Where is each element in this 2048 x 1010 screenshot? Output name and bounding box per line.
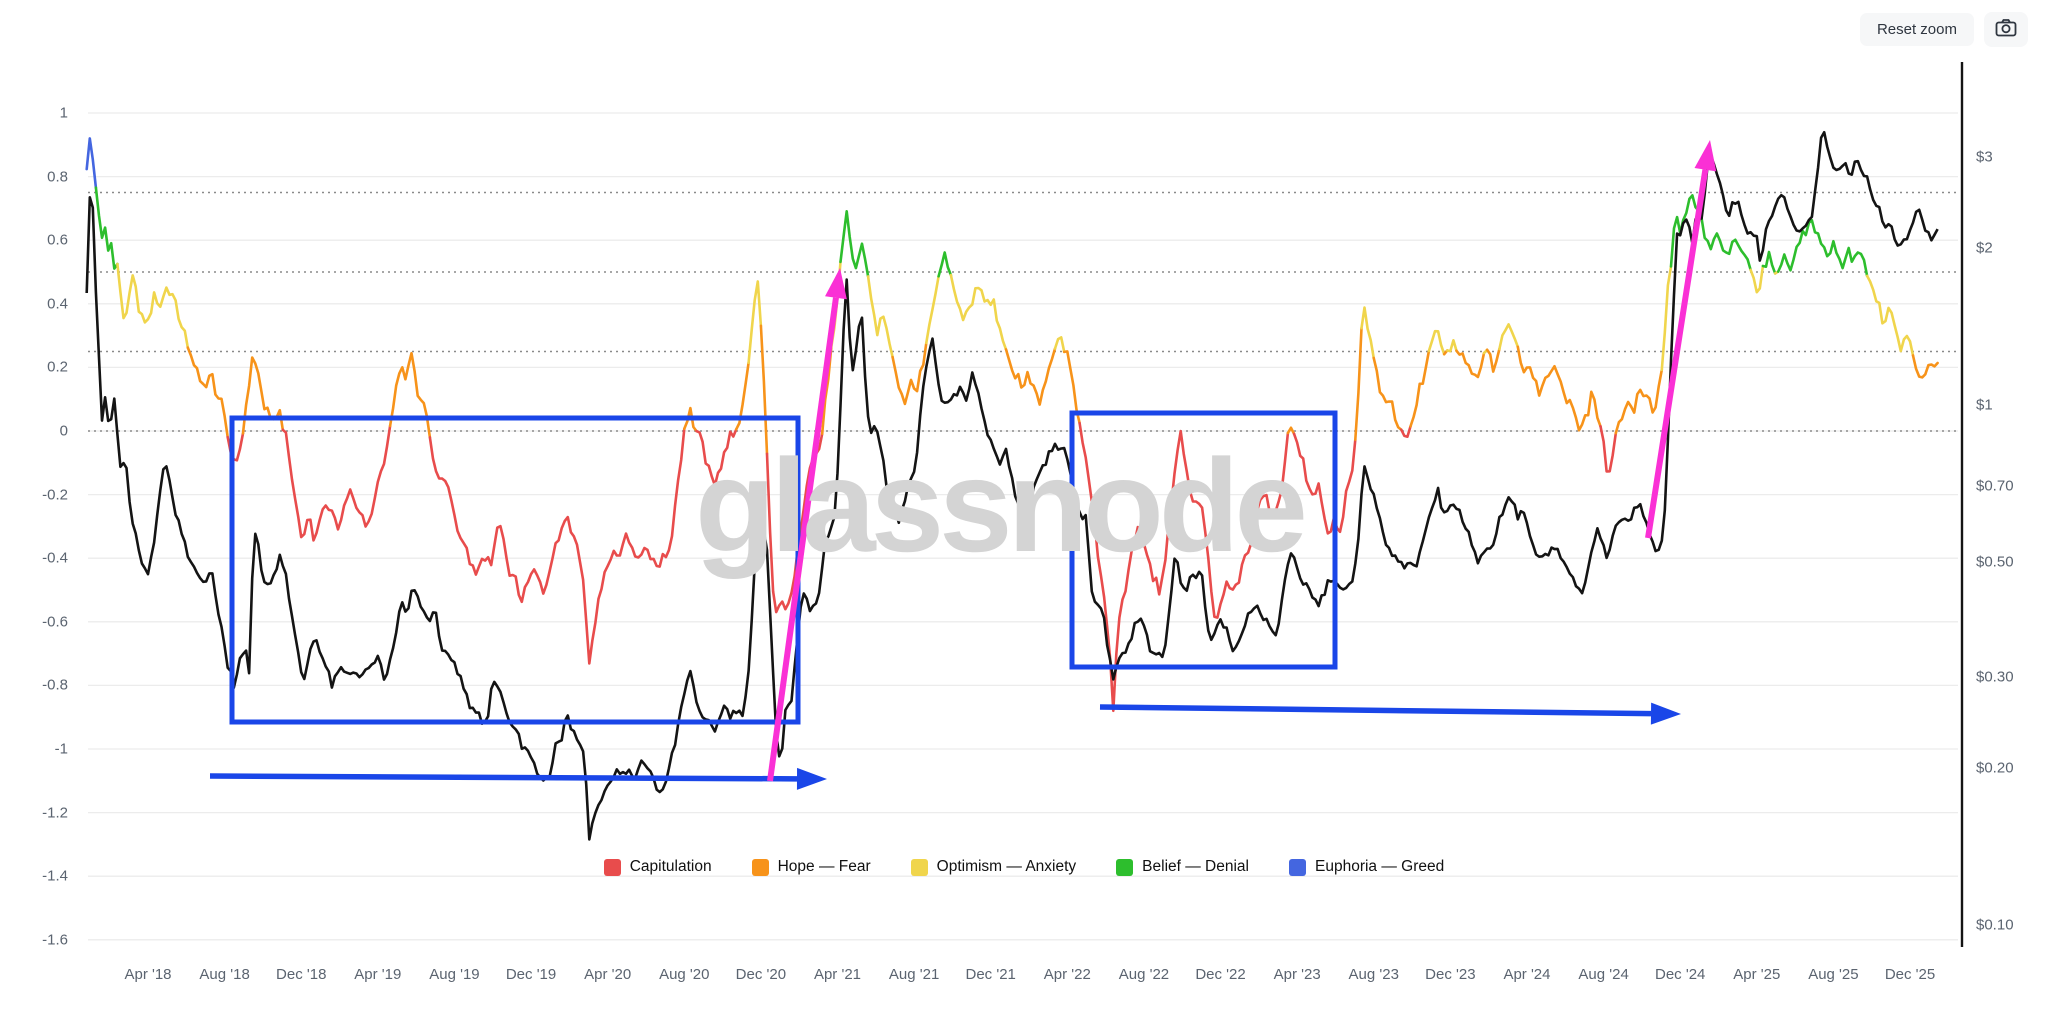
- legend-item-3[interactable]: Belief — Denial: [1116, 858, 1249, 876]
- left-axis-tick: -1.2: [42, 804, 68, 822]
- left-axis-tick: -0.2: [42, 486, 68, 504]
- camera-icon: [1994, 16, 2018, 43]
- x-axis-tick: Dec '20: [735, 966, 787, 983]
- x-axis-tick: Apr '20: [584, 966, 632, 983]
- annotation-blue-arrow-1-head: [796, 767, 827, 790]
- left-axis-tick: 0.8: [47, 168, 68, 186]
- glassnode-watermark: glassnode: [695, 432, 1308, 579]
- legend-swatch-icon: [603, 858, 621, 876]
- x-axis-tick: Aug '19: [429, 966, 480, 983]
- x-axis-tick: Dec '22: [1195, 966, 1246, 983]
- x-axis-tick: Aug '21: [888, 966, 940, 983]
- legend-item-1[interactable]: Hope — Fear: [751, 858, 871, 876]
- legend-item-0[interactable]: Capitulation: [603, 858, 712, 876]
- right-axis-tick: $3: [1976, 148, 1993, 166]
- x-axis-tick: Apr '19: [354, 966, 402, 983]
- left-axis-tick: -0.8: [42, 676, 68, 694]
- x-axis-tick: Apr '24: [1503, 966, 1551, 983]
- x-axis-tick: Aug '22: [1118, 966, 1170, 983]
- legend-label: Capitulation: [629, 858, 712, 875]
- right-axis-tick: $0.70: [1976, 477, 2014, 495]
- left-axis-tick: -0.6: [42, 613, 68, 631]
- legend-label: Belief — Denial: [1142, 858, 1249, 875]
- right-axis-tick: $2: [1976, 239, 1993, 257]
- legend-label: Optimism — Anxiety: [936, 858, 1077, 875]
- analyst-annotations: [209, 140, 1717, 790]
- left-axis-tick: -1.6: [42, 931, 68, 949]
- left-axis-tick: -1: [54, 740, 68, 758]
- x-axis-tick: Dec '25: [1884, 966, 1936, 983]
- left-axis-tick: 0.6: [47, 231, 68, 249]
- annotation-blue-arrow-1: [209, 773, 798, 782]
- annotation-magenta-arrow-2-head: [1694, 140, 1717, 172]
- x-axis-tick: Aug '24: [1578, 966, 1629, 983]
- left-axis-tick: 1: [59, 104, 68, 122]
- right-axis-tick: $1: [1976, 396, 1993, 414]
- legend-swatch-icon: [751, 858, 769, 876]
- annotation-box-2: [1069, 410, 1338, 670]
- reset-zoom-button[interactable]: Reset zoom: [1859, 13, 1974, 46]
- left-axis-tick: 0.4: [47, 295, 68, 313]
- right-axis-tick: $0.50: [1976, 553, 2014, 571]
- toolbar: Reset zoom: [1859, 12, 2028, 47]
- legend-label: Hope — Fear: [777, 858, 871, 875]
- x-axis-tick: Apr '18: [124, 966, 172, 983]
- annotation-magenta-arrow-2: [1645, 169, 1709, 539]
- right-axis-tick: $0.10: [1976, 916, 2014, 934]
- x-axis-tick: Aug '25: [1808, 966, 1859, 983]
- left-axis-tick: 0: [59, 422, 68, 440]
- x-axis-tick: Dec '19: [505, 966, 557, 983]
- price-series: [85, 130, 1939, 841]
- x-axis-tick: Apr '21: [813, 966, 862, 983]
- camera-button[interactable]: [1984, 12, 2028, 47]
- legend-swatch-icon: [1116, 858, 1134, 876]
- left-axis-tick: 0.2: [47, 358, 68, 376]
- x-axis-tick: Dec '18: [276, 966, 327, 983]
- legend-label: Euphoria — Greed: [1315, 858, 1445, 875]
- annotation-blue-arrow-2-head: [1650, 702, 1681, 725]
- annotation-magenta-arrow-1: [767, 297, 839, 782]
- x-axis-tick: Dec '23: [1425, 966, 1476, 983]
- x-axis-tick: Apr '23: [1273, 966, 1321, 983]
- x-axis-tick: Apr '22: [1043, 966, 1091, 983]
- x-axis-tick: Aug '18: [199, 966, 250, 983]
- x-axis-tick: Aug '20: [659, 966, 710, 983]
- annotation-magenta-arrow-1-head: [825, 268, 847, 300]
- gridlines: [88, 112, 1958, 941]
- legend-swatch-icon: [910, 858, 928, 876]
- x-axis-tick: Apr '25: [1733, 966, 1781, 983]
- x-axis-tick: Aug '23: [1348, 966, 1399, 983]
- legend-item-2[interactable]: Optimism — Anxiety: [910, 858, 1077, 876]
- nupl-sentiment-series: [85, 137, 1939, 713]
- left-axis-tick: -0.4: [42, 549, 68, 567]
- legend-swatch-icon: [1289, 858, 1306, 876]
- x-axis-tick: Dec '24: [1654, 966, 1706, 983]
- legend-item-4[interactable]: Euphoria — Greed: [1289, 858, 1444, 876]
- annotation-blue-arrow-2: [1099, 704, 1652, 717]
- left-axis-tick: -1.4: [42, 867, 68, 885]
- right-axis-tick: $0.30: [1976, 668, 2014, 686]
- right-axis-tick: $0.20: [1976, 759, 2014, 777]
- x-axis-tick: Dec '21: [965, 966, 1016, 983]
- chart-legend: Capitulation Hope — Fear Optimism — Anxiet…: [0, 858, 2048, 876]
